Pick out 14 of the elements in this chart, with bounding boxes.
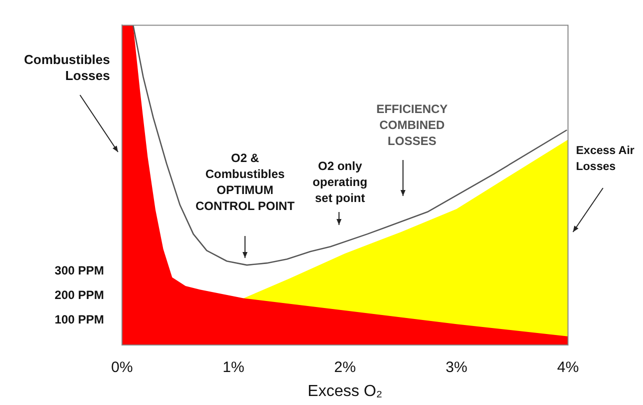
text: EFFICIENCY COMBINED LOSSES bbox=[375, 101, 449, 149]
series-label: Excess Air Losses bbox=[576, 144, 636, 175]
x-tick-label: 0% bbox=[111, 359, 133, 376]
x-axis-title: Excess O₂ bbox=[308, 382, 382, 400]
x-tick-label: 4% bbox=[557, 359, 579, 376]
y-tick-label: 100 PPM bbox=[54, 312, 104, 327]
x-tick-label: 1% bbox=[222, 359, 244, 376]
x-tick-label: 3% bbox=[446, 359, 468, 376]
y-tick-label: 200 PPM bbox=[54, 288, 104, 302]
annotation: O2 & Combustibles OPTIMUM CONTROL POINT bbox=[195, 150, 295, 214]
series-label: Combustibles Losses bbox=[23, 52, 110, 84]
x-tick-label: 2% bbox=[334, 359, 356, 376]
annotation: O2 only operating set point bbox=[312, 158, 368, 206]
y-tick-label: 300 PPM bbox=[54, 264, 104, 278]
